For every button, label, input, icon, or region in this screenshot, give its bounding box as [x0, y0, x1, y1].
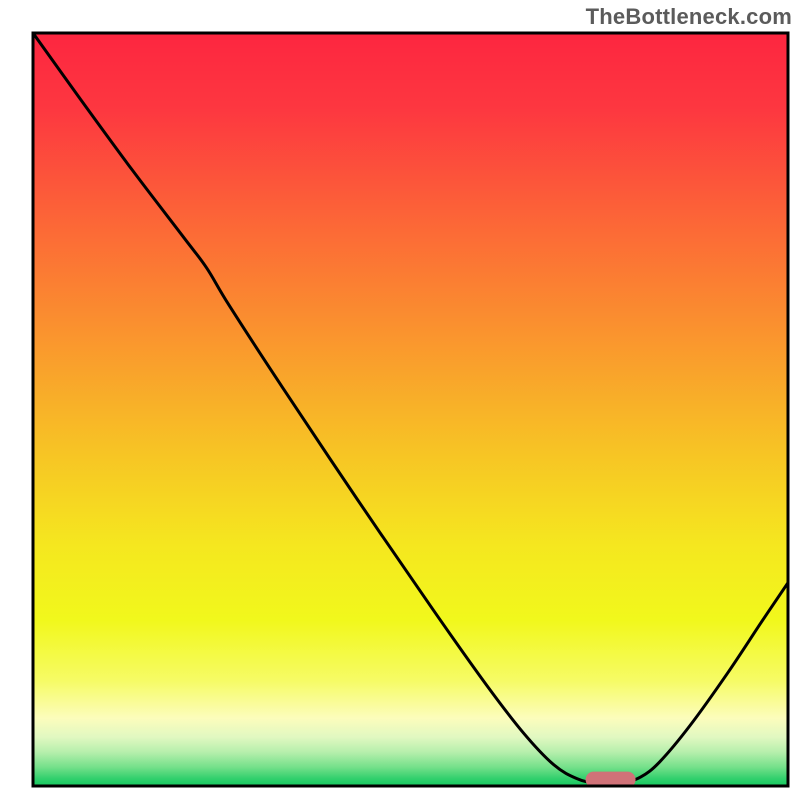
plot-background — [33, 33, 788, 786]
chart-container: TheBottleneck.com — [0, 0, 800, 800]
watermark-text: TheBottleneck.com — [586, 4, 792, 30]
bottleneck-chart — [0, 0, 800, 800]
